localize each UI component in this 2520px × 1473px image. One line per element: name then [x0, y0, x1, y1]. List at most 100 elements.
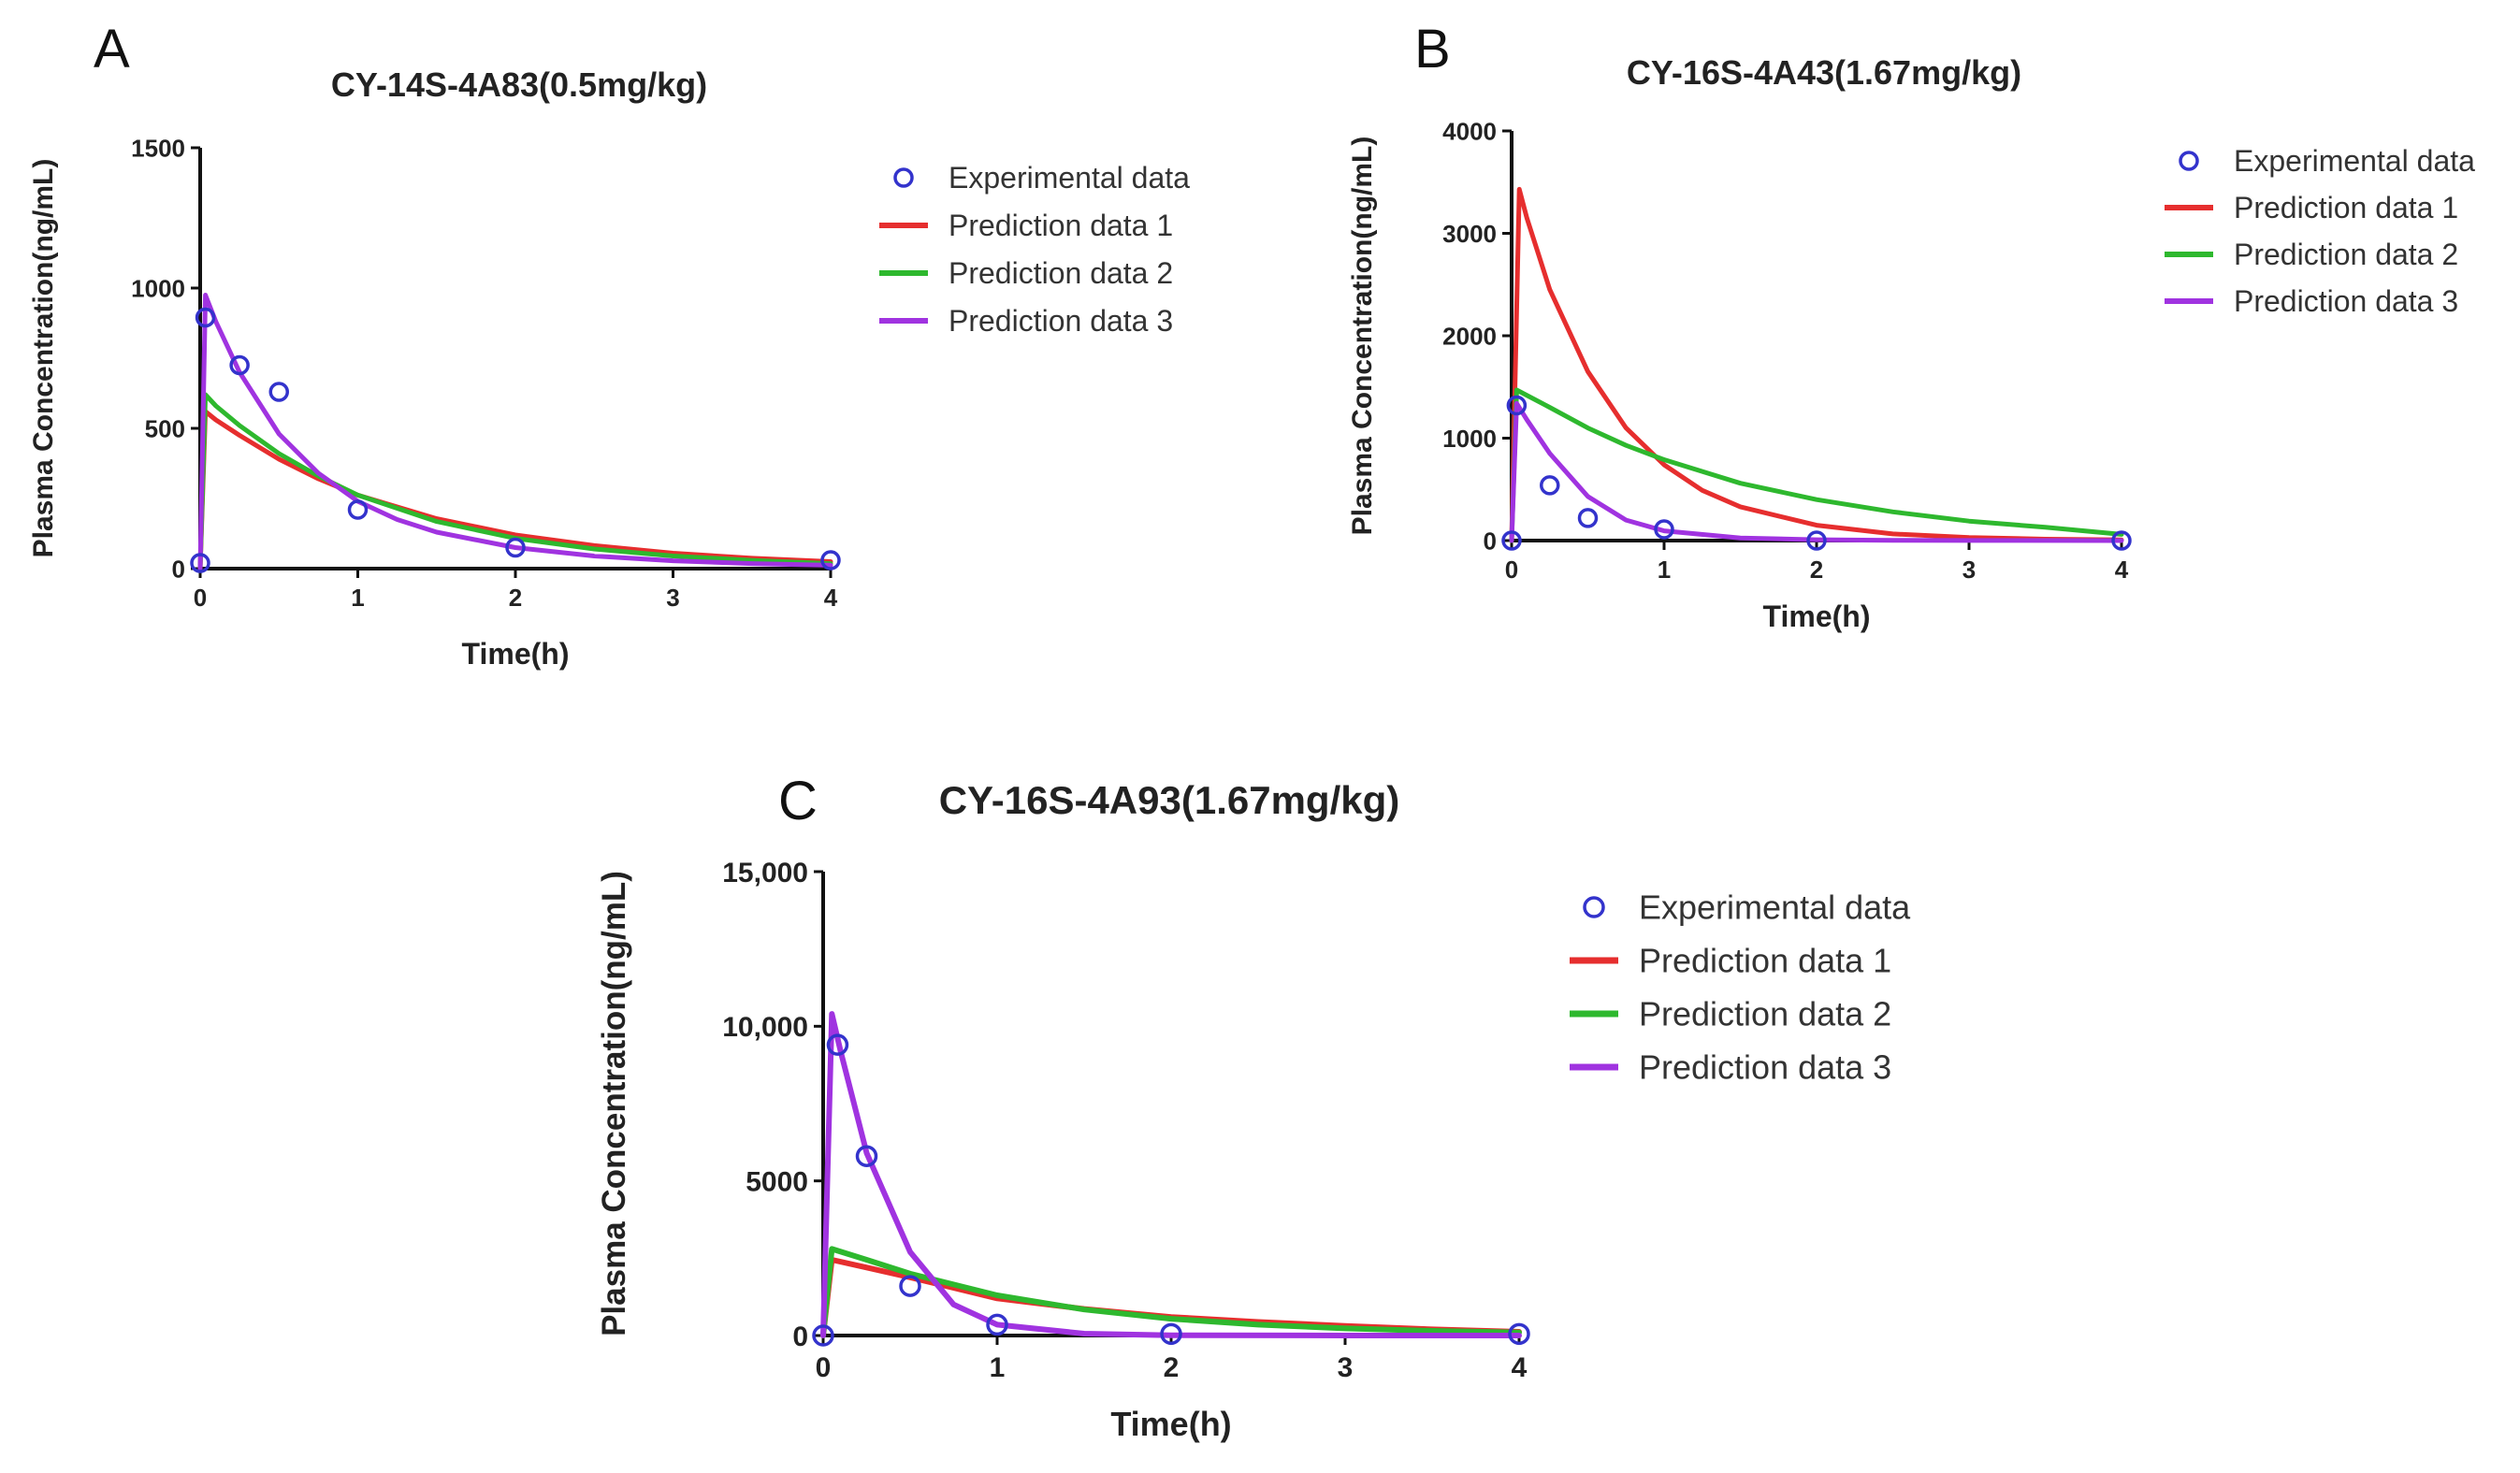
- x-axis-label: Time(h): [1110, 1405, 1231, 1443]
- chart-panel-a: A CY-14S-4A83(0.5mg/kg) 0 1 2 3 4 0 500 1000 1500 T…: [28, 19, 1190, 671]
- chart-panel-b: B CY-16S-4A43(1.67mg/kg) 0 1 2 3 4 0 1000 2000 300…: [1347, 19, 2475, 633]
- x-tick-label: 0: [194, 584, 207, 612]
- y-tick-label: 0: [172, 555, 185, 583]
- y-tick-label: 4000: [1442, 117, 1497, 145]
- x-tick-label: 1: [990, 1352, 1006, 1383]
- data-point: [1577, 508, 1599, 528]
- plot-area: [812, 1011, 1530, 1347]
- x-axis-label: Time(h): [1763, 599, 1871, 633]
- data-point: [268, 382, 289, 402]
- y-axis-label: Plasma Concentration(ng/mL): [1347, 137, 1378, 536]
- series-line-prediction-data-2: [197, 392, 833, 571]
- data-point: [812, 1324, 834, 1347]
- chart-title: CY-16S-4A43(1.67mg/kg): [1627, 53, 2021, 92]
- legend-label: Prediction data 1: [2234, 191, 2458, 224]
- panel-letter: B: [1414, 19, 1451, 79]
- x-tick-label: 3: [1962, 556, 1976, 584]
- y-tick-label: 1000: [1442, 425, 1497, 453]
- legend-item: Prediction data 1: [1570, 942, 1891, 980]
- legend-item: Prediction data 3: [2165, 284, 2458, 318]
- y-tick-label: 1000: [131, 274, 185, 302]
- x-tick-label: 4: [1512, 1352, 1528, 1383]
- legend-label: Experimental data: [2234, 144, 2475, 178]
- chart-panel-c: C CY-16S-4A93(1.67mg/kg) 0 1 2 3 4 0 5000 10,000 1…: [596, 771, 1911, 1443]
- legend-marker-circle: [2179, 151, 2199, 171]
- y-tick-label: 15,000: [722, 858, 808, 888]
- panel-letter: C: [778, 771, 818, 831]
- legend-label: Prediction data 1: [949, 209, 1173, 242]
- series-line-prediction-data-1: [1509, 186, 2124, 543]
- x-tick-label: 2: [1164, 1352, 1180, 1383]
- data-point: [1806, 530, 1827, 551]
- data-point: [855, 1145, 878, 1167]
- data-point: [826, 1033, 849, 1056]
- data-point: [229, 354, 250, 376]
- series-line-prediction-data-3: [1509, 400, 2124, 543]
- x-tick-label: 0: [816, 1352, 832, 1383]
- legend-label: Prediction data 3: [2234, 284, 2458, 318]
- legend-item: Prediction data 1: [2165, 191, 2458, 224]
- legend-label: Experimental data: [1639, 888, 1911, 927]
- panel-letter: A: [94, 19, 130, 79]
- x-tick-label: 1: [351, 584, 364, 612]
- y-tick-label: 5000: [746, 1166, 808, 1197]
- x-tick-label: 2: [1810, 556, 1823, 584]
- legend: Experimental data Prediction data 1 Predic…: [2165, 144, 2475, 318]
- x-tick-label: 2: [509, 584, 522, 612]
- legend-item: Prediction data 2: [1570, 995, 1891, 1033]
- x-tick-label: 3: [1338, 1352, 1354, 1383]
- legend-item: Prediction data 2: [2165, 238, 2458, 271]
- legend: Experimental data Prediction data 1 Predic…: [879, 161, 1190, 338]
- data-point: [1506, 395, 1528, 416]
- y-tick-label: 10,000: [722, 1012, 808, 1043]
- data-point: [505, 537, 526, 558]
- data-point: [1654, 519, 1674, 540]
- legend-label: Prediction data 3: [949, 304, 1173, 338]
- legend: Experimental data Prediction data 1 Predic…: [1570, 888, 1911, 1087]
- legend-item: Prediction data 1: [879, 209, 1173, 242]
- data-point: [1540, 475, 1560, 496]
- legend-item: Experimental data: [1583, 888, 1911, 927]
- x-tick-label: 4: [2115, 556, 2129, 584]
- legend-item: Experimental data: [893, 161, 1190, 195]
- data-point: [1501, 530, 1522, 551]
- y-axis-label: Plasma Concentration(ng/mL): [28, 159, 59, 558]
- series-line-prediction-data-3: [197, 293, 833, 571]
- legend-item: Prediction data 3: [1570, 1048, 1891, 1087]
- series-line-prediction-data-2: [820, 1246, 1522, 1338]
- data-point: [190, 553, 210, 573]
- y-tick-label: 0: [1484, 527, 1497, 555]
- y-tick-label: 500: [145, 414, 185, 442]
- data-point: [820, 550, 841, 570]
- chart-title: CY-16S-4A93(1.67mg/kg): [939, 778, 1400, 822]
- legend-item: Prediction data 3: [879, 304, 1173, 338]
- legend-label: Prediction data 2: [949, 256, 1173, 290]
- legend-item: Experimental data: [2179, 144, 2475, 178]
- plot-area: [1501, 186, 2132, 551]
- x-tick-label: 1: [1658, 556, 1671, 584]
- data-point: [347, 499, 369, 520]
- plot-area: [190, 293, 841, 573]
- y-tick-label: 1500: [131, 134, 185, 162]
- y-tick-label: 3000: [1442, 220, 1497, 248]
- legend-marker-circle: [893, 167, 914, 188]
- x-tick-label: 3: [666, 584, 679, 612]
- y-tick-label: 0: [792, 1321, 808, 1352]
- series-line-prediction-data-3: [820, 1011, 1522, 1338]
- data-point: [986, 1313, 1008, 1336]
- legend-marker-circle: [1583, 896, 1605, 918]
- data-point: [1160, 1322, 1182, 1346]
- data-point: [195, 307, 216, 328]
- y-axis-label: Plasma Concentration(ng/mL): [596, 871, 632, 1336]
- y-tick-label: 2000: [1442, 322, 1497, 350]
- data-point: [2111, 530, 2132, 551]
- x-tick-label: 4: [824, 584, 838, 612]
- chart-title: CY-14S-4A83(0.5mg/kg): [331, 65, 707, 104]
- legend-label: Experimental data: [949, 161, 1190, 195]
- x-tick-label: 0: [1505, 556, 1518, 584]
- legend-item: Prediction data 2: [879, 256, 1173, 290]
- x-axis-label: Time(h): [462, 637, 570, 671]
- series-line-prediction-data-2: [1509, 387, 2124, 543]
- legend-label: Prediction data 2: [2234, 238, 2458, 271]
